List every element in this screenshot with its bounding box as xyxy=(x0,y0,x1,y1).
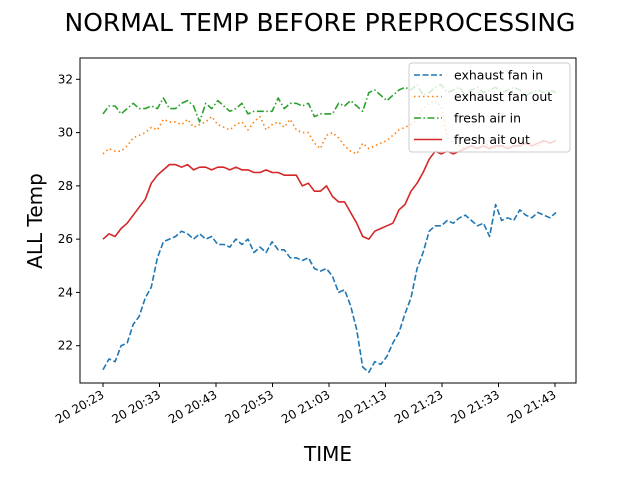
legend-items: exhaust fan in exhaust fan out fresh air i… xyxy=(414,68,552,147)
x-tick-label: 20 21:03 xyxy=(279,387,332,426)
legend-label: exhaust fan in xyxy=(454,68,543,83)
plot-area xyxy=(79,57,577,384)
y-tick-label: 24 xyxy=(58,285,73,299)
chart-title: NORMAL TEMP BEFORE PREPROCESSING xyxy=(65,8,576,37)
legend-label: fresh air in xyxy=(454,111,521,126)
x-tick-label: 20 20:23 xyxy=(53,387,106,426)
y-tick-label: 32 xyxy=(58,72,73,86)
y-axis-label: ALL Temp xyxy=(23,173,47,269)
y-tick-label: 22 xyxy=(58,339,73,353)
series-line-4 xyxy=(102,139,557,240)
x-tick-label: 20 20:53 xyxy=(223,387,276,426)
y-axis-ticks: 22 24 26 28 30 32 xyxy=(58,72,80,353)
y-tick-label: 30 xyxy=(58,126,73,140)
x-tick-label: 20 20:43 xyxy=(166,387,219,426)
x-tick-label: 20 21:33 xyxy=(449,387,502,426)
legend-box xyxy=(408,62,571,153)
x-axis-label: TIME xyxy=(303,442,352,466)
x-tick-label: 20 21:43 xyxy=(505,387,558,426)
y-tick-label: 26 xyxy=(58,232,73,246)
x-tick-label: 20 20:33 xyxy=(110,387,163,426)
x-tick-label: 20 21:23 xyxy=(392,387,445,426)
legend: exhaust fan in exhaust fan out fresh air i… xyxy=(408,62,571,153)
y-tick-label: 28 xyxy=(58,179,73,193)
x-axis-ticks: 20 20:23 20 20:33 20 20:43 20 20:53 20 21:03… xyxy=(53,383,559,426)
legend-label: fresh ait out xyxy=(454,132,530,147)
x-tick-label: 20 21:13 xyxy=(336,387,389,426)
series-line-1 xyxy=(102,203,557,374)
series-line-2 xyxy=(102,99,557,155)
legend-label: exhaust fan out xyxy=(454,89,552,104)
